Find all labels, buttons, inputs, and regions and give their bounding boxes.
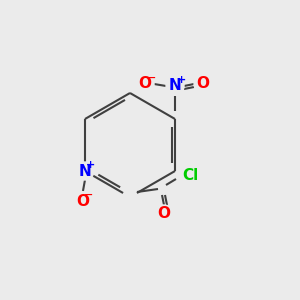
Circle shape <box>76 162 94 180</box>
Circle shape <box>136 75 154 93</box>
Text: N: N <box>169 79 182 94</box>
Circle shape <box>74 192 92 210</box>
Text: N: N <box>79 164 91 178</box>
Text: O: O <box>158 206 170 221</box>
Text: Cl: Cl <box>182 167 198 182</box>
Text: +: + <box>176 75 186 85</box>
Text: O: O <box>76 194 89 208</box>
Circle shape <box>155 205 173 223</box>
Text: O: O <box>139 76 152 92</box>
Text: O: O <box>196 76 209 92</box>
Text: −: − <box>146 73 156 83</box>
Text: +: + <box>86 160 96 170</box>
Text: −: − <box>84 190 94 200</box>
Circle shape <box>166 77 184 95</box>
Circle shape <box>179 164 201 186</box>
Circle shape <box>194 75 212 93</box>
